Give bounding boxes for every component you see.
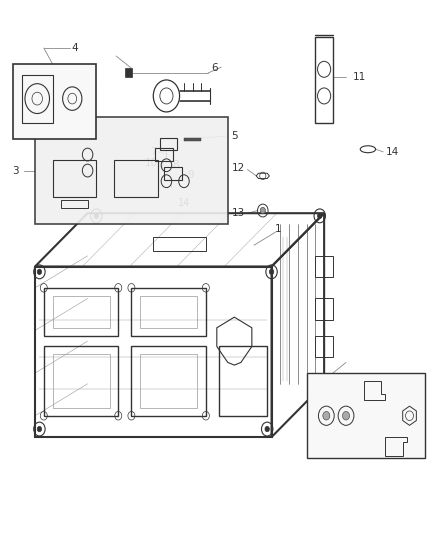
Text: 14: 14 <box>385 147 399 157</box>
Polygon shape <box>184 138 201 141</box>
Text: 7: 7 <box>150 147 157 157</box>
Text: 3: 3 <box>12 166 19 175</box>
Circle shape <box>94 213 99 219</box>
Text: 8: 8 <box>172 160 179 170</box>
Circle shape <box>260 207 265 214</box>
Text: 12: 12 <box>232 163 245 173</box>
Text: 6: 6 <box>211 63 218 72</box>
Circle shape <box>265 426 269 432</box>
Polygon shape <box>307 373 425 458</box>
Polygon shape <box>13 64 96 139</box>
Polygon shape <box>125 68 132 77</box>
Circle shape <box>37 426 42 432</box>
Text: 2: 2 <box>353 395 360 405</box>
Circle shape <box>318 213 322 219</box>
Circle shape <box>269 269 274 274</box>
Circle shape <box>323 411 330 420</box>
Text: 4: 4 <box>71 43 78 53</box>
Text: 10: 10 <box>145 158 158 167</box>
Circle shape <box>343 411 350 420</box>
Text: 5: 5 <box>231 131 238 141</box>
Text: 11: 11 <box>353 72 366 82</box>
Text: 13: 13 <box>232 208 245 218</box>
Text: 9: 9 <box>187 170 194 180</box>
Text: 14: 14 <box>178 198 190 207</box>
Polygon shape <box>35 117 228 224</box>
Text: 1: 1 <box>275 224 282 234</box>
Circle shape <box>37 269 42 274</box>
